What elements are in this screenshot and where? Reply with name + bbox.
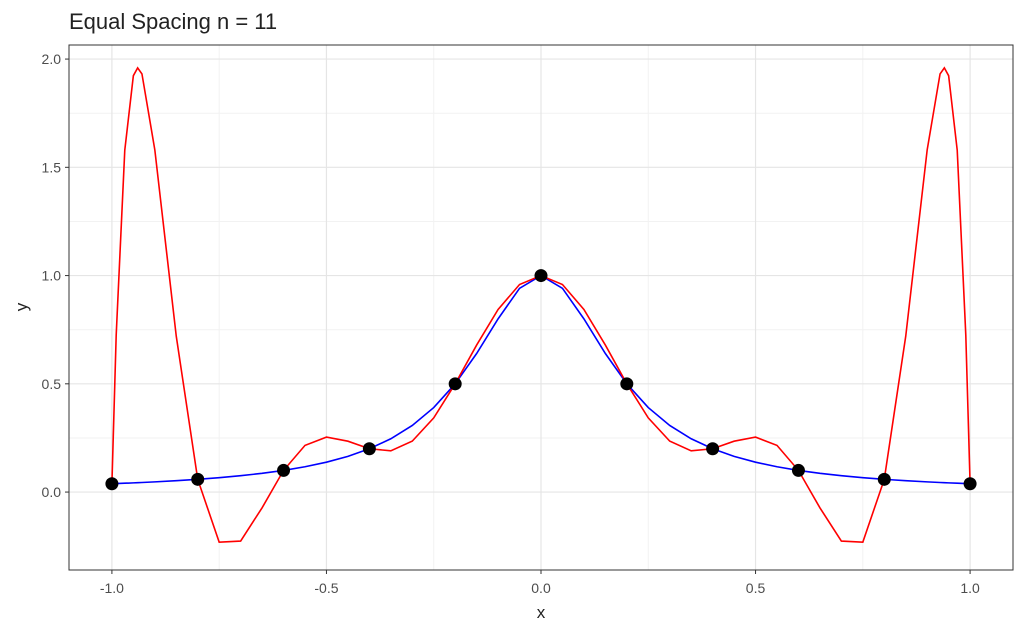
point (620, 377, 634, 391)
point (706, 442, 720, 456)
point (963, 477, 977, 491)
point (791, 463, 805, 477)
plot-border (68, 44, 1014, 571)
point (277, 463, 291, 477)
point (448, 377, 462, 391)
point (191, 472, 205, 486)
point (362, 442, 376, 456)
point (534, 269, 548, 283)
y-tick-label: 0.0 (42, 484, 62, 500)
point (105, 477, 119, 491)
point (877, 472, 891, 486)
x-tick-label: 0.0 (531, 580, 551, 596)
x-tick-label: 0.5 (746, 580, 766, 596)
y-tick-label: 1.0 (42, 268, 62, 284)
y-tick-label: 1.5 (42, 159, 62, 175)
x-axis-label: x (537, 603, 546, 622)
x-tick-label: -0.5 (314, 580, 338, 596)
chart-title: Equal Spacing n = 11 (69, 9, 277, 34)
x-tick-label: 1.0 (960, 580, 980, 596)
y-tick-label: 2.0 (42, 51, 62, 67)
y-tick-label: 0.5 (42, 376, 62, 392)
x-tick-label: -1.0 (100, 580, 124, 596)
y-axis-label: y (12, 302, 31, 311)
